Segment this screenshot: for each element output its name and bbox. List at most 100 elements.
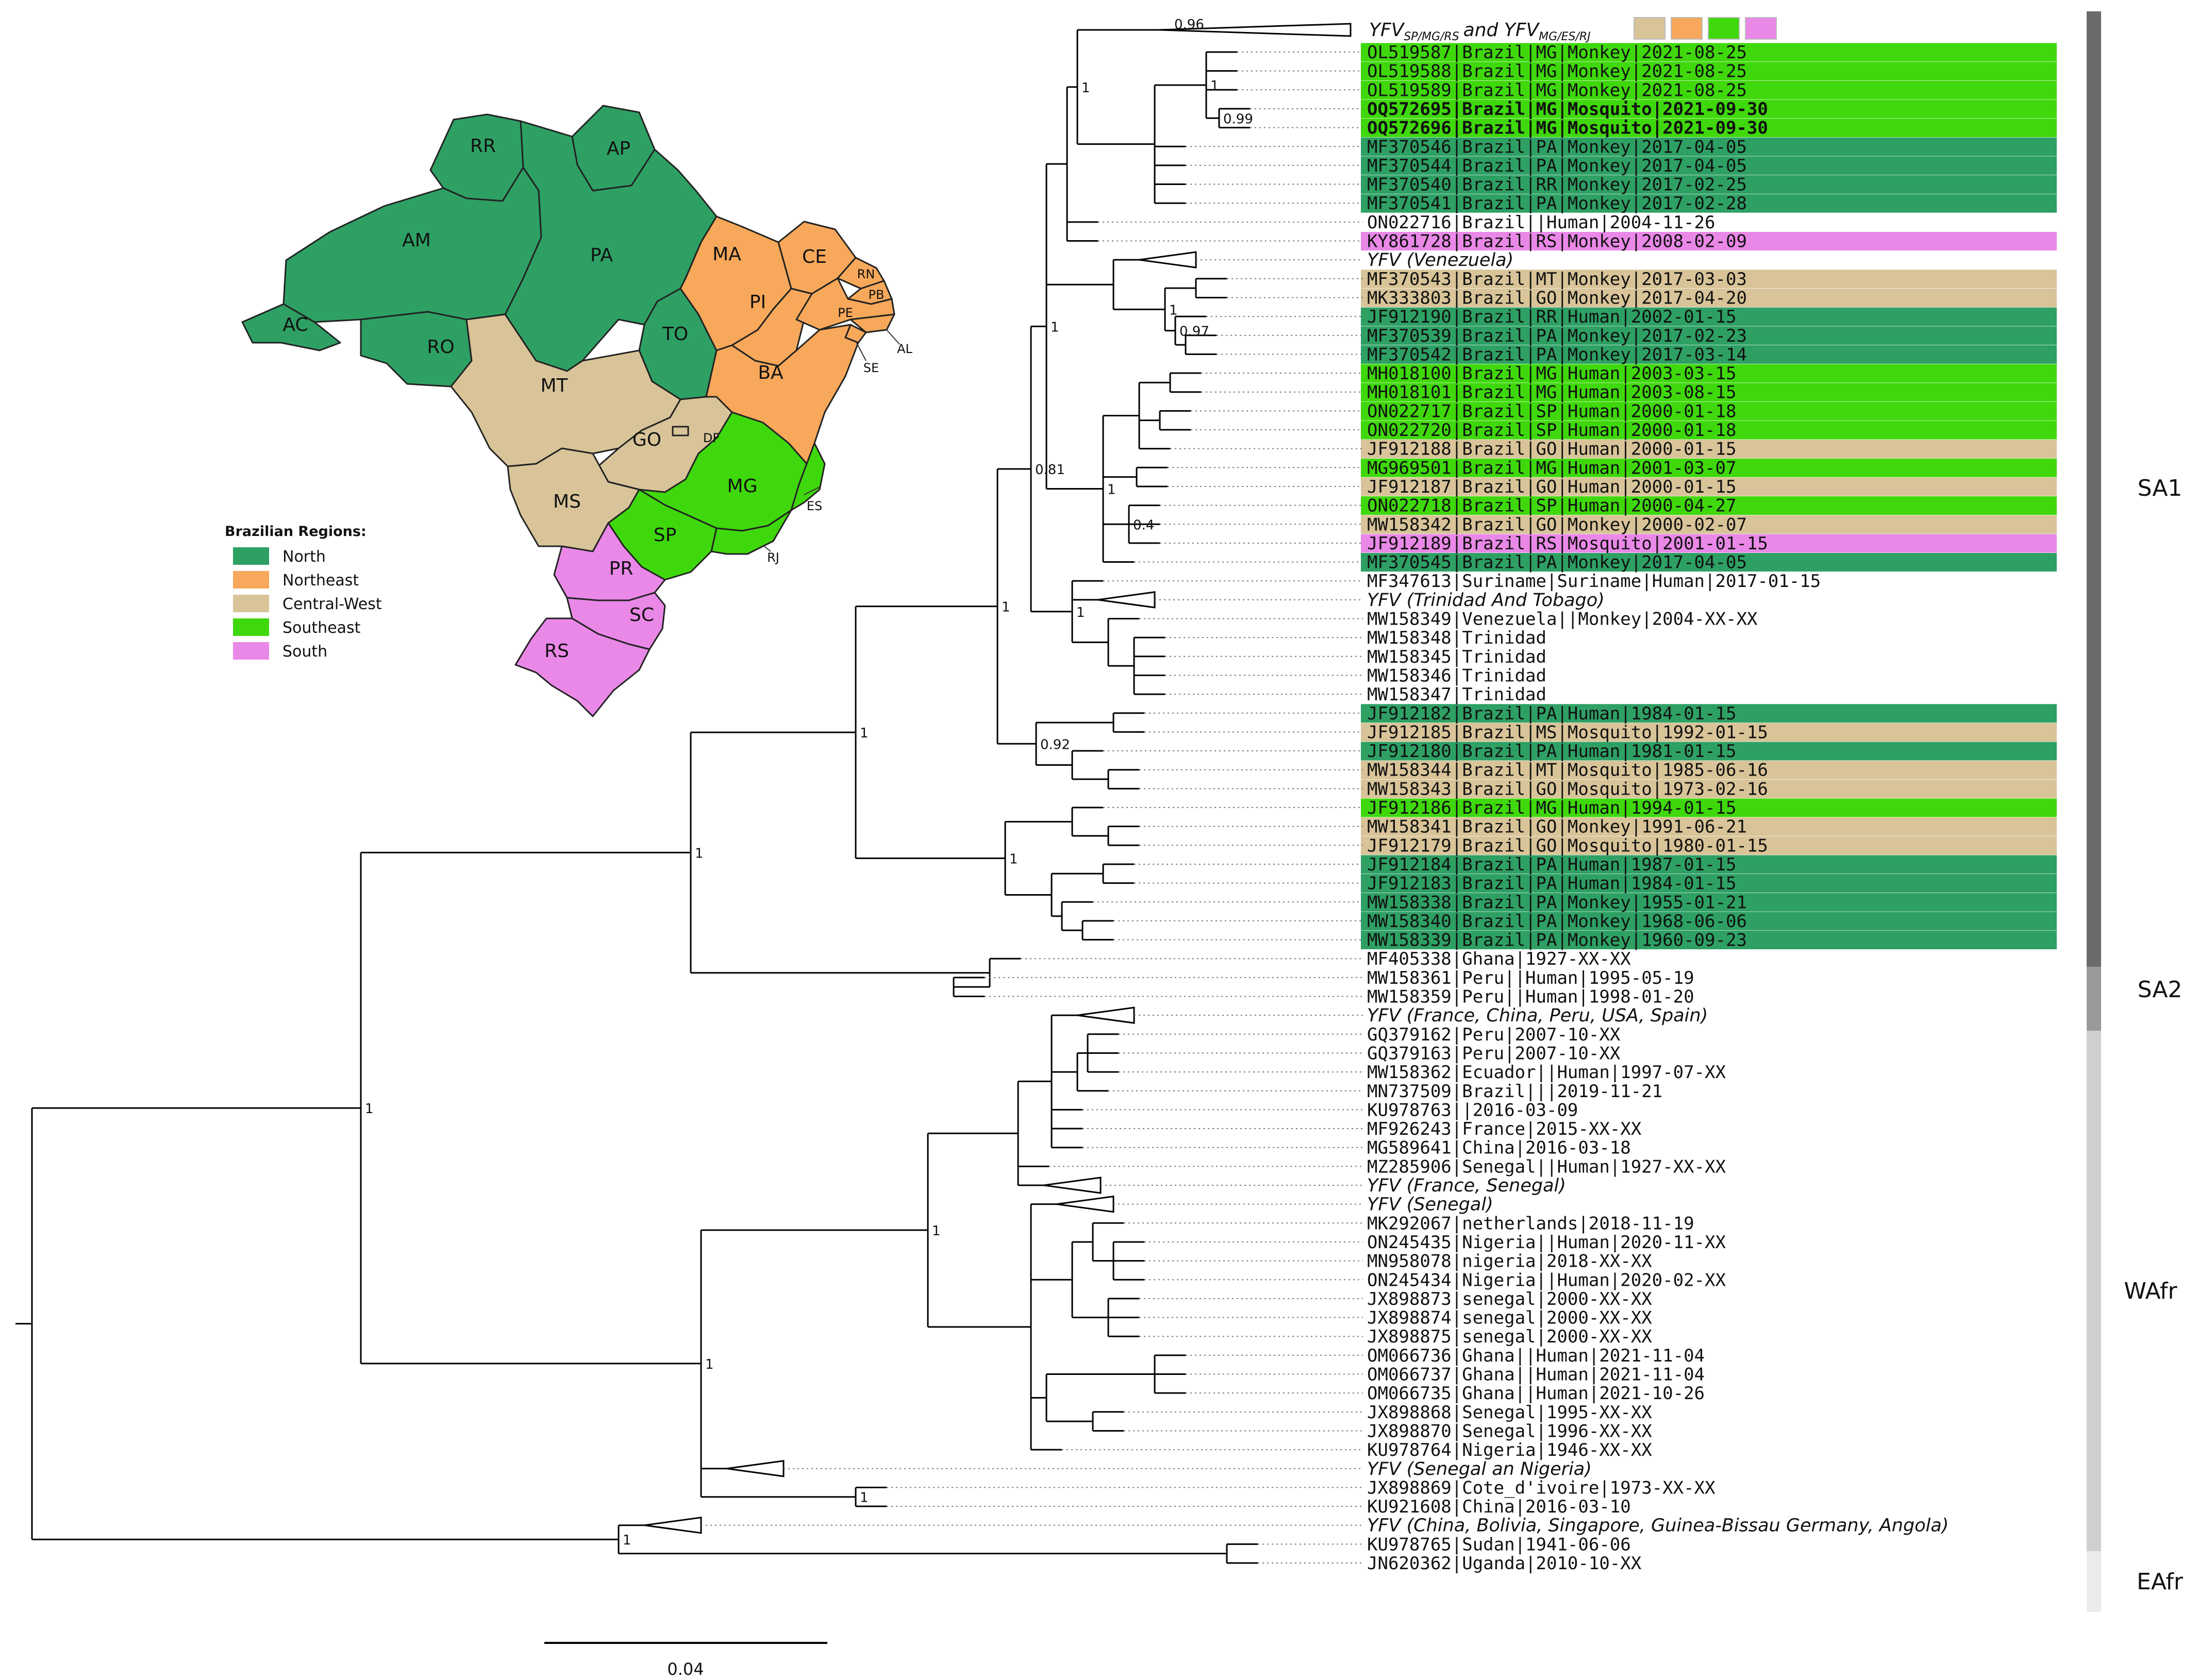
tip-region-highlight: [1361, 704, 2057, 723]
collapse-triangle: [726, 1460, 785, 1477]
tip-label: OM066736|Ghana||Human|2021-11-04: [1367, 1346, 1705, 1366]
map-state-ES: [790, 442, 826, 511]
collapsed-clade-label: YFV (Senegal): [1367, 1195, 1493, 1215]
tip-label: MH018101|Brazil|MG|Human|2003-08-15: [1367, 382, 1736, 403]
tip-label: JF912183|Brazil|PA|Human|1984-01-15: [1367, 873, 1736, 894]
header-yfv-1: YFV: [1369, 20, 1405, 41]
map-label-PI: PI: [750, 292, 766, 313]
clade-bar-layer: SA1 SA2 WAfr EAfr: [2087, 11, 2184, 1612]
map-label-PR: PR: [609, 558, 634, 579]
map-label-AM: AM: [402, 230, 431, 251]
tree-branches: [15, 29, 1363, 1564]
map-label-AC: AC: [282, 314, 308, 335]
clade-bar-sa2: [2087, 967, 2101, 1031]
map-label-BA: BA: [758, 362, 784, 383]
tip-label: MK292067|netherlands|2018-11-19: [1367, 1213, 1694, 1234]
tip-region-highlight: [1361, 931, 2057, 950]
map-label-TO: TO: [662, 324, 688, 345]
tip-label: JF912190|Brazil|RR|Human|2002-01-15: [1367, 307, 1736, 327]
tip-label: MW158341|Brazil|GO|Monkey|1991-06-21: [1367, 817, 1747, 837]
tip-label: GQ379162|Peru|2007-10-XX: [1367, 1024, 1621, 1045]
tip-region-highlight: [1361, 855, 2057, 874]
support-value: 1: [1107, 482, 1116, 498]
tip-region-highlight: [1361, 156, 2057, 175]
tip-label: MW158343|Brazil|GO|Mosquito|1973-02-16: [1367, 779, 1768, 799]
region-legend: Brazilian Regions: North Northeast Central…: [225, 524, 382, 661]
brazil-map: [241, 105, 895, 717]
tip-label: OQ572695|Brazil|MG|Mosquito|2021-09-30: [1367, 99, 1768, 120]
map-label-RO: RO: [427, 337, 454, 358]
tip-label: MH018100|Brazil|MG|Human|2003-03-15: [1367, 363, 1736, 384]
support-value: 1: [623, 1533, 631, 1548]
tip-label: MF370544|Brazil|PA|Monkey|2017-04-05: [1367, 156, 1747, 176]
tip-label: MF347613|Suriname|Suriname|Human|2017-01…: [1367, 571, 1821, 592]
tip-label: KU978764|Nigeria|1946-XX-XX: [1367, 1440, 1652, 1460]
tip-label: OM066735|Ghana||Human|2021-10-26: [1367, 1383, 1705, 1404]
map-label-RS: RS: [544, 641, 569, 662]
tip-region-highlight: [1361, 515, 2057, 534]
tip-label: MW158338|Brazil|PA|Monkey|1955-01-21: [1367, 892, 1747, 913]
tip-label: ON022718|Brazil|SP|Human|2000-04-27: [1367, 496, 1736, 516]
tip-region-highlight: [1361, 307, 2057, 326]
header-support-value: 0.96: [1174, 17, 1204, 32]
legend-swatch-northeast: [233, 571, 269, 589]
collapsed-clade-label: YFV (Senegal an Nigeria): [1367, 1459, 1592, 1480]
tip-region-highlight: [1361, 534, 2057, 553]
tip-label: JF912188|Brazil|GO|Human|2000-01-15: [1367, 439, 1736, 460]
tip-label: ON245434|Nigeria||Human|2020-02-XX: [1367, 1270, 1726, 1290]
tip-label: MG589641|China|2016-03-18: [1367, 1138, 1631, 1158]
tip-label: MW158345|Trinidad: [1367, 647, 1546, 667]
collapsed-clade-label: YFV (Venezuela): [1367, 250, 1513, 271]
legend-label-north: North: [282, 548, 326, 566]
collapse-triangle: [1077, 1006, 1135, 1024]
tip-label: MW158339|Brazil|PA|Monkey|1960-09-23: [1367, 930, 1747, 951]
tip-label: KY861728|Brazil|RS|Monkey|2008-02-09: [1367, 231, 1747, 252]
tip-background-layer: [1361, 43, 2057, 950]
tip-label: OM066737|Ghana||Human|2021-11-04: [1367, 1365, 1705, 1385]
tip-label: ON022717|Brazil|SP|Human|2000-01-18: [1367, 401, 1736, 422]
map-label-PB: PB: [869, 288, 885, 302]
support-value: 0.99: [1223, 111, 1253, 127]
tip-region-highlight: [1361, 723, 2057, 742]
tip-label: JF912187|Brazil|GO|Human|2000-01-15: [1367, 477, 1736, 497]
tip-label: ON245435|Nigeria||Human|2020-11-XX: [1367, 1232, 1726, 1253]
tip-label: MF405338|Ghana|1927-XX-XX: [1367, 949, 1631, 969]
scale-bar: 0.04: [544, 1642, 827, 1679]
tip-region-highlight: [1361, 194, 2057, 213]
tip-region-highlight: [1361, 817, 2057, 836]
support-value: 1: [860, 1490, 869, 1506]
header-collapsed-clade: 0.96 YFVSP/MG/RS and YFVMG/ES/RJ: [1158, 17, 1777, 43]
collapse-triangle: [644, 1516, 702, 1534]
map-leader-lines: [762, 329, 900, 552]
tip-region-highlight: [1361, 62, 2057, 81]
map-label-DF: DF: [703, 431, 720, 445]
support-value: 1: [860, 726, 869, 741]
tip-region-highlight: [1361, 836, 2057, 855]
tip-label: MN737509|Brazil|||2019-11-21: [1367, 1081, 1662, 1102]
legend-swatch-southeast: [233, 618, 269, 636]
tip-label: ON022720|Brazil|SP|Human|2000-01-18: [1367, 420, 1736, 441]
tip-label: JF912186|Brazil|MG|Human|1994-01-15: [1367, 798, 1736, 818]
support-value: 1: [705, 1357, 714, 1372]
clade-label-sa1: SA1: [2138, 475, 2183, 501]
map-label-MT: MT: [540, 375, 568, 396]
legend-swatch-north: [233, 547, 269, 565]
map-state-RJ: [710, 509, 792, 555]
tip-region-highlight: [1361, 421, 2057, 440]
tip-label: MW158344|Brazil|MT|Mosquito|1985-06-16: [1367, 760, 1768, 781]
support-value: 1: [365, 1101, 374, 1117]
tip-region-highlight: [1361, 401, 2057, 421]
tip-region-highlight: [1361, 912, 2057, 931]
tip-label: KU978763||2016-03-09: [1367, 1100, 1578, 1120]
tip-label: OL519588|Brazil|MG|Monkey|2021-08-25: [1367, 61, 1747, 82]
legend-title: Brazilian Regions:: [225, 524, 367, 540]
clade-bar-sa1: [2087, 11, 2101, 967]
tip-label: MN958078|nigeria|2018-XX-XX: [1367, 1251, 1652, 1272]
clade-label-eafr: EAfr: [2137, 1569, 2184, 1595]
header-swatch-southeast: [1708, 17, 1740, 40]
legend-swatch-south: [233, 642, 269, 660]
tip-label: JN620362|Uganda|2010-10-XX: [1367, 1553, 1642, 1574]
map-state-AC: [241, 303, 341, 351]
